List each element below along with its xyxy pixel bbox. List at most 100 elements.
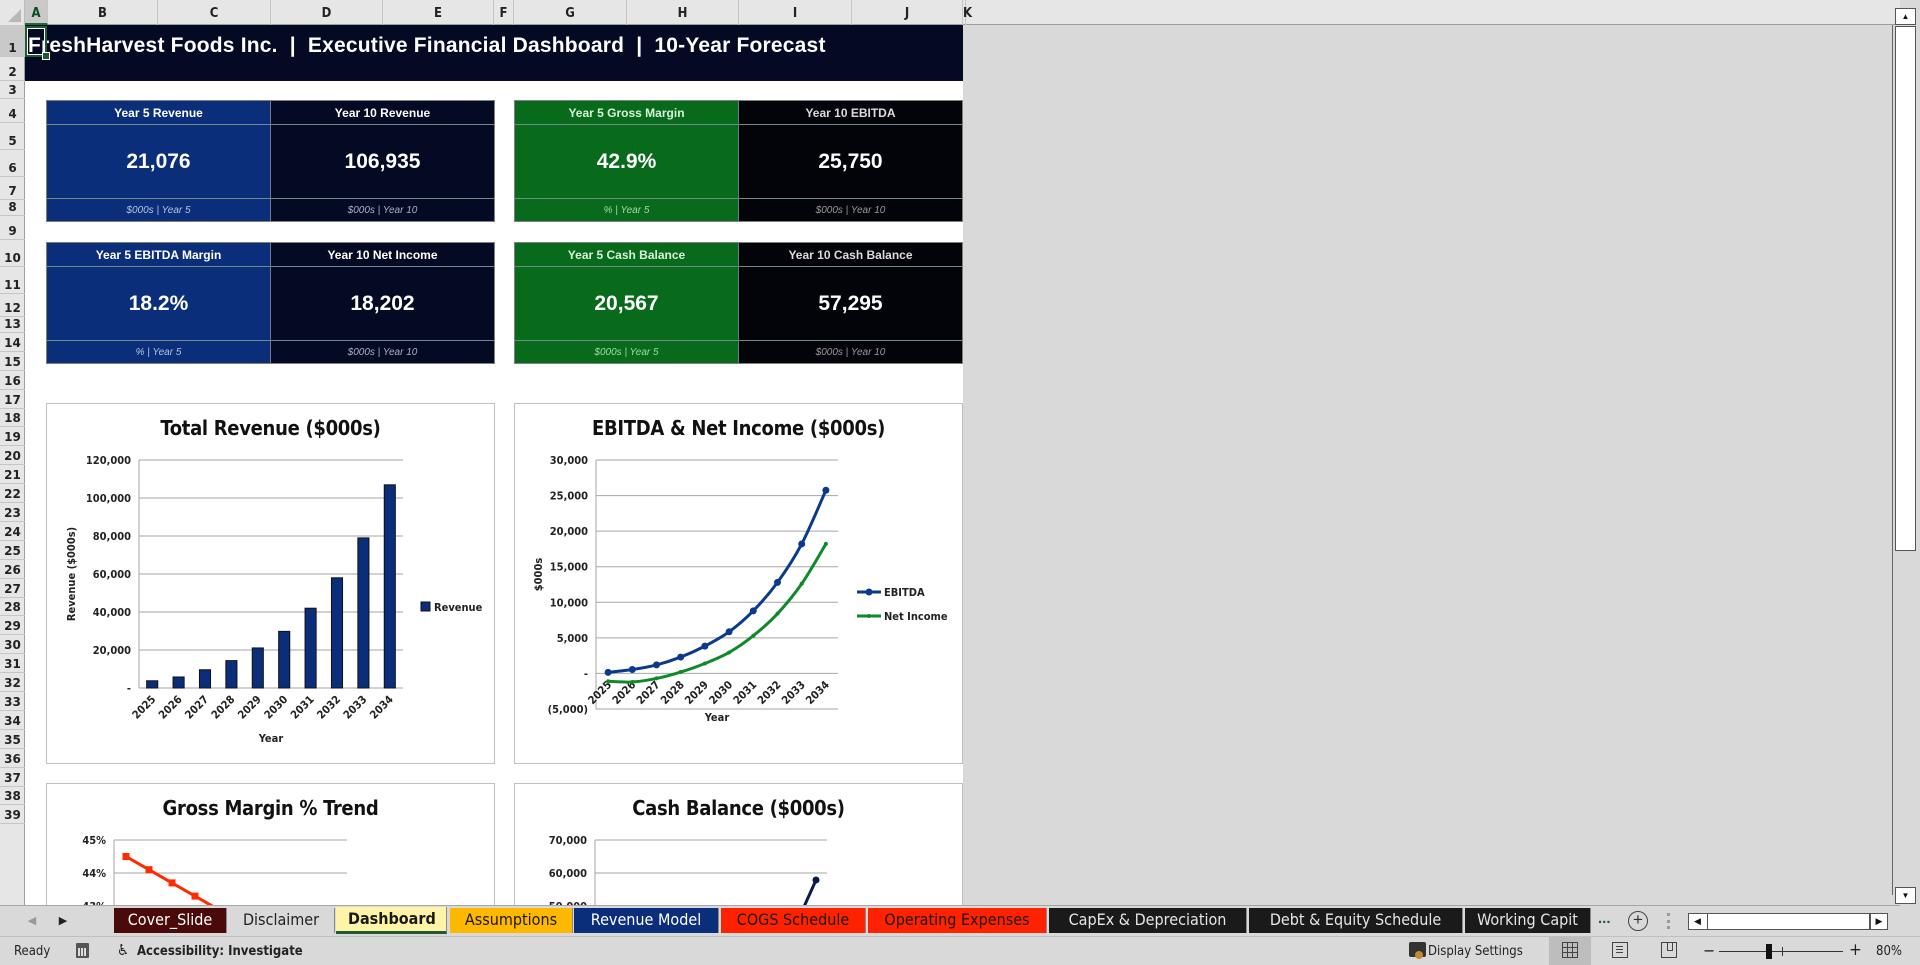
row-header-26[interactable]: 26 bbox=[0, 560, 25, 579]
zoom-in-button[interactable]: + bbox=[1849, 940, 1862, 960]
page-break-preview-button[interactable] bbox=[1661, 942, 1677, 958]
row-header-18[interactable]: 18 bbox=[0, 409, 25, 428]
accessibility-status[interactable]: Accessibility: Investigate bbox=[137, 944, 303, 959]
sheet-tab-cover-slide[interactable]: Cover_Slide bbox=[114, 908, 227, 933]
row-header-3[interactable]: 3 bbox=[0, 81, 25, 99]
column-header-e[interactable]: E bbox=[383, 0, 494, 25]
tab-split-handle[interactable] bbox=[1667, 913, 1670, 929]
row-header-7[interactable]: 7 bbox=[0, 177, 25, 200]
display-settings-button[interactable]: Display Settings bbox=[1428, 944, 1523, 959]
row-header-29[interactable]: 29 bbox=[0, 617, 25, 636]
tab-scroll-right-icon[interactable]: ▶ bbox=[58, 915, 68, 927]
column-header-f[interactable]: F bbox=[494, 0, 514, 25]
row-header-19[interactable]: 19 bbox=[0, 428, 25, 447]
zoom-slider-track[interactable] bbox=[1719, 951, 1843, 952]
zoom-slider-thumb[interactable] bbox=[1766, 944, 1772, 959]
column-header-j[interactable]: J bbox=[852, 0, 963, 25]
macro-recording-icon[interactable] bbox=[76, 943, 89, 958]
more-tabs-ellipsis[interactable]: ... bbox=[1598, 910, 1611, 927]
row-header-36[interactable]: 36 bbox=[0, 749, 25, 768]
kpi-header: Year 5 Gross Margin bbox=[515, 101, 738, 125]
column-header-a[interactable]: A bbox=[25, 0, 48, 25]
row-header-23[interactable]: 23 bbox=[0, 503, 25, 522]
scroll-up-arrow-icon[interactable]: ▲ bbox=[1895, 8, 1916, 25]
select-all-corner[interactable] bbox=[0, 0, 25, 25]
row-header-28[interactable]: 28 bbox=[0, 598, 25, 617]
row-header-39[interactable]: 39 bbox=[0, 806, 25, 825]
row-header-1[interactable]: 1 bbox=[0, 25, 25, 57]
row-header-14[interactable]: 14 bbox=[0, 333, 25, 352]
horizontal-scroll-thumb[interactable] bbox=[1707, 914, 1870, 929]
row-header-24[interactable]: 24 bbox=[0, 522, 25, 541]
row-header-2[interactable]: 2 bbox=[0, 57, 25, 81]
row-header-34[interactable]: 34 bbox=[0, 711, 25, 730]
row-header-21[interactable]: 21 bbox=[0, 465, 25, 485]
row-header-30[interactable]: 30 bbox=[0, 635, 25, 655]
row-header-15[interactable]: 15 bbox=[0, 352, 25, 371]
row-header-13[interactable]: 13 bbox=[0, 317, 25, 333]
row-header-12[interactable]: 12 bbox=[0, 294, 25, 317]
scroll-down-arrow-icon[interactable]: ▼ bbox=[1895, 887, 1916, 904]
row-header-35[interactable]: 35 bbox=[0, 730, 25, 749]
accessibility-icon[interactable]: ♿ bbox=[117, 941, 130, 959]
chart-gross-margin-trend[interactable]: Gross Margin % Trend 45% 44% 43% bbox=[46, 783, 495, 905]
active-cell-a1[interactable] bbox=[25, 26, 50, 60]
row-header-5[interactable]: 5 bbox=[0, 123, 25, 150]
column-header-c[interactable]: C bbox=[158, 0, 271, 25]
column-header-h[interactable]: H bbox=[627, 0, 739, 25]
sheet-tab-cogs-schedule[interactable]: COGS Schedule bbox=[721, 908, 866, 933]
row-header-27[interactable]: 27 bbox=[0, 579, 25, 598]
sheet-tab-dashboard[interactable]: Dashboard bbox=[336, 907, 447, 934]
row-header-38[interactable]: 38 bbox=[0, 787, 25, 806]
sheet-tab-operating-expenses[interactable]: Operating Expenses bbox=[868, 908, 1047, 933]
sheet-tab-disclaimer[interactable]: Disclaimer bbox=[228, 908, 335, 933]
zoom-percentage[interactable]: 80% bbox=[1876, 944, 1902, 959]
kpi-group-ebitda-net-income: Year 5 EBITDA Margin 18.2% % | Year 5 Ye… bbox=[46, 242, 495, 364]
column-header-g[interactable]: G bbox=[514, 0, 627, 25]
row-header-31[interactable]: 31 bbox=[0, 654, 25, 674]
vertical-scrollbar[interactable]: ▲ ▼ bbox=[1892, 8, 1916, 904]
svg-text:15,000: 15,000 bbox=[550, 561, 588, 574]
row-header-22[interactable]: 22 bbox=[0, 484, 25, 504]
row-header-32[interactable]: 32 bbox=[0, 673, 25, 693]
worksheet-dashboard[interactable]: FreshHarvest Foods Inc. | Executive Fina… bbox=[25, 25, 963, 905]
scroll-left-arrow-icon[interactable]: ◀ bbox=[1689, 914, 1706, 929]
row-header-17[interactable]: 17 bbox=[0, 390, 25, 409]
sheet-tab-assumptions[interactable]: Assumptions bbox=[450, 908, 573, 933]
chart-cash-balance[interactable]: Cash Balance ($000s) 70,000 60,000 50,000 bbox=[514, 783, 963, 905]
row-header-6[interactable]: 6 bbox=[0, 150, 25, 177]
row-header-20[interactable]: 20 bbox=[0, 446, 25, 466]
zoom-out-button[interactable]: − bbox=[1703, 941, 1716, 960]
page-layout-view-button[interactable] bbox=[1612, 942, 1628, 958]
sheet-tab-debt-equity-schedule[interactable]: Debt & Equity Schedule bbox=[1249, 908, 1463, 933]
column-header-i[interactable]: I bbox=[739, 0, 852, 25]
chart-ebitda-net-income[interactable]: EBITDA & Net Income ($000s) (5,000) - 5,00… bbox=[514, 403, 963, 764]
tab-scroll-left-icon[interactable]: ◀ bbox=[27, 915, 37, 927]
row-header-33[interactable]: 33 bbox=[0, 692, 25, 711]
chart-total-revenue[interactable]: Total Revenue ($000s) - 20,000 40,000 60,00… bbox=[46, 403, 495, 764]
row-header-9[interactable]: 9 bbox=[0, 216, 25, 240]
row-header-8[interactable]: 8 bbox=[0, 200, 25, 216]
sheet-tab-bar: ◀ ▶ Cover_Slide Disclaimer Dashboard Assump… bbox=[0, 905, 1900, 935]
row-header-4[interactable]: 4 bbox=[0, 99, 25, 123]
sheet-tab-working-capit[interactable]: Working Capit bbox=[1465, 908, 1591, 933]
sheet-tab-capex-depreciation[interactable]: CapEx & Depreciation bbox=[1049, 908, 1247, 933]
horizontal-scrollbar[interactable]: ◀ ▶ bbox=[1688, 913, 1888, 930]
row-header-25[interactable]: 25 bbox=[0, 541, 25, 560]
kpi-year5-revenue: Year 5 Revenue 21,076 $000s | Year 5 bbox=[47, 101, 271, 221]
row-header-16[interactable]: 16 bbox=[0, 371, 25, 390]
row-header-37[interactable]: 37 bbox=[0, 768, 25, 787]
kpi-group-cash: Year 5 Cash Balance 20,567 $000s | Year … bbox=[514, 242, 963, 364]
column-header-d[interactable]: D bbox=[271, 0, 383, 25]
normal-view-button[interactable] bbox=[1549, 937, 1591, 965]
scroll-right-arrow-icon[interactable]: ▶ bbox=[1870, 914, 1887, 929]
row-header-10[interactable]: 10 bbox=[0, 240, 25, 267]
row-header-11[interactable]: 11 bbox=[0, 267, 25, 294]
display-settings-icon[interactable] bbox=[1409, 942, 1426, 959]
column-header-b[interactable]: B bbox=[48, 0, 158, 25]
column-header-k[interactable]: K bbox=[963, 0, 972, 25]
vertical-scroll-thumb[interactable] bbox=[1895, 26, 1916, 551]
add-sheet-plus-icon[interactable]: + bbox=[1628, 911, 1648, 931]
ebitda-line-plot: (5,000) - 5,000 10,000 15,000 20,000 25,000 30,… bbox=[532, 454, 948, 724]
sheet-tab-revenue-model[interactable]: Revenue Model bbox=[574, 908, 719, 933]
